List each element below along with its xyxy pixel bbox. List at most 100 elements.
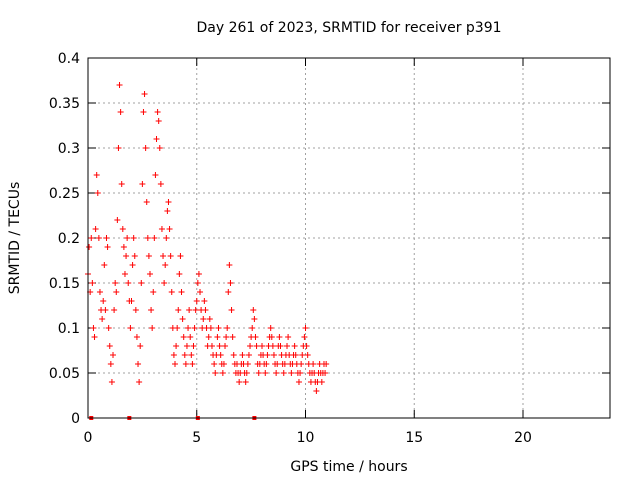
data-point bbox=[189, 361, 196, 367]
data-point bbox=[303, 343, 310, 349]
data-point bbox=[219, 370, 226, 376]
data-point bbox=[102, 307, 109, 313]
data-point bbox=[146, 271, 153, 277]
data-point bbox=[280, 370, 287, 376]
data-point bbox=[267, 325, 274, 331]
y-tick-label: 0.15 bbox=[49, 276, 80, 292]
data-point bbox=[174, 325, 181, 331]
data-point bbox=[135, 361, 142, 367]
data-point bbox=[242, 379, 249, 385]
data-point bbox=[250, 307, 257, 313]
data-point bbox=[101, 262, 108, 268]
data-point bbox=[95, 235, 102, 241]
data-point bbox=[90, 325, 97, 331]
data-point bbox=[158, 226, 165, 232]
data-point bbox=[318, 379, 325, 385]
data-point bbox=[202, 307, 209, 313]
data-point bbox=[291, 343, 298, 349]
data-point bbox=[193, 298, 200, 304]
data-point bbox=[116, 82, 123, 88]
data-point bbox=[211, 361, 218, 367]
data-point bbox=[105, 325, 112, 331]
axis-ticks: 0 0.05 0.1 0.15 0.2 0.25 0.3 0.35 0.4 0 5 10 15 20 bbox=[49, 51, 610, 446]
data-point bbox=[313, 388, 320, 394]
data-point bbox=[223, 334, 230, 340]
y-tick-label: 0 bbox=[71, 411, 80, 427]
data-point bbox=[170, 352, 177, 358]
x-tick-label: 0 bbox=[84, 430, 93, 446]
data-point bbox=[245, 352, 252, 358]
data-point bbox=[276, 334, 283, 340]
data-point bbox=[183, 343, 190, 349]
data-point bbox=[119, 226, 126, 232]
data-point bbox=[86, 244, 93, 250]
data-point bbox=[239, 352, 246, 358]
data-point bbox=[251, 316, 258, 322]
data-point bbox=[136, 379, 143, 385]
data-point bbox=[179, 316, 186, 322]
data-point bbox=[123, 253, 130, 259]
data-point bbox=[217, 352, 224, 358]
data-point bbox=[187, 334, 194, 340]
data-point bbox=[208, 343, 215, 349]
data-point bbox=[140, 109, 147, 115]
data-point bbox=[120, 244, 127, 250]
data-point bbox=[92, 226, 99, 232]
data-point bbox=[255, 370, 262, 376]
data-point bbox=[157, 181, 164, 187]
data-point bbox=[262, 370, 269, 376]
data-point bbox=[285, 334, 292, 340]
data-point bbox=[249, 325, 256, 331]
data-point bbox=[297, 370, 304, 376]
data-point bbox=[104, 244, 111, 250]
data-point bbox=[191, 325, 198, 331]
data-point bbox=[228, 307, 235, 313]
data-point bbox=[243, 370, 250, 376]
data-point bbox=[89, 280, 96, 286]
data-point bbox=[205, 334, 212, 340]
data-point bbox=[151, 235, 158, 241]
data-point bbox=[156, 145, 163, 151]
data-point bbox=[141, 91, 148, 97]
data-point bbox=[163, 235, 170, 241]
data-point bbox=[111, 307, 118, 313]
data-point bbox=[295, 379, 302, 385]
data-point bbox=[125, 280, 132, 286]
data-point bbox=[268, 334, 275, 340]
data-point bbox=[177, 253, 184, 259]
data-point bbox=[273, 370, 280, 376]
data-point bbox=[288, 370, 295, 376]
data-point bbox=[212, 370, 219, 376]
data-point bbox=[229, 334, 236, 340]
data-point bbox=[137, 343, 144, 349]
data-point bbox=[178, 289, 185, 295]
data-point bbox=[161, 280, 168, 286]
data-point bbox=[301, 334, 308, 340]
data-point bbox=[129, 262, 136, 268]
data-point bbox=[225, 289, 232, 295]
data-point bbox=[115, 145, 122, 151]
data-point bbox=[190, 343, 197, 349]
data-point bbox=[176, 271, 183, 277]
data-point bbox=[100, 298, 107, 304]
data-point bbox=[145, 253, 152, 259]
chart-title: Day 261 of 2023, SRMTID for receiver p39… bbox=[196, 20, 501, 36]
data-point bbox=[186, 307, 193, 313]
x-tick-label: 15 bbox=[405, 430, 423, 446]
data-point bbox=[121, 271, 128, 277]
data-point bbox=[138, 280, 145, 286]
data-point bbox=[110, 352, 117, 358]
data-point bbox=[88, 235, 95, 241]
data-point bbox=[299, 352, 306, 358]
data-point bbox=[91, 334, 98, 340]
y-tick-label: 0.25 bbox=[49, 186, 80, 202]
data-point bbox=[263, 361, 270, 367]
x-tick-label: 10 bbox=[297, 430, 315, 446]
data-point bbox=[99, 316, 106, 322]
data-point bbox=[103, 235, 110, 241]
data-point bbox=[195, 271, 202, 277]
data-points bbox=[85, 82, 330, 420]
data-point bbox=[93, 172, 100, 178]
data-point bbox=[185, 325, 192, 331]
x-axis-label: GPS time / hours bbox=[290, 459, 407, 475]
